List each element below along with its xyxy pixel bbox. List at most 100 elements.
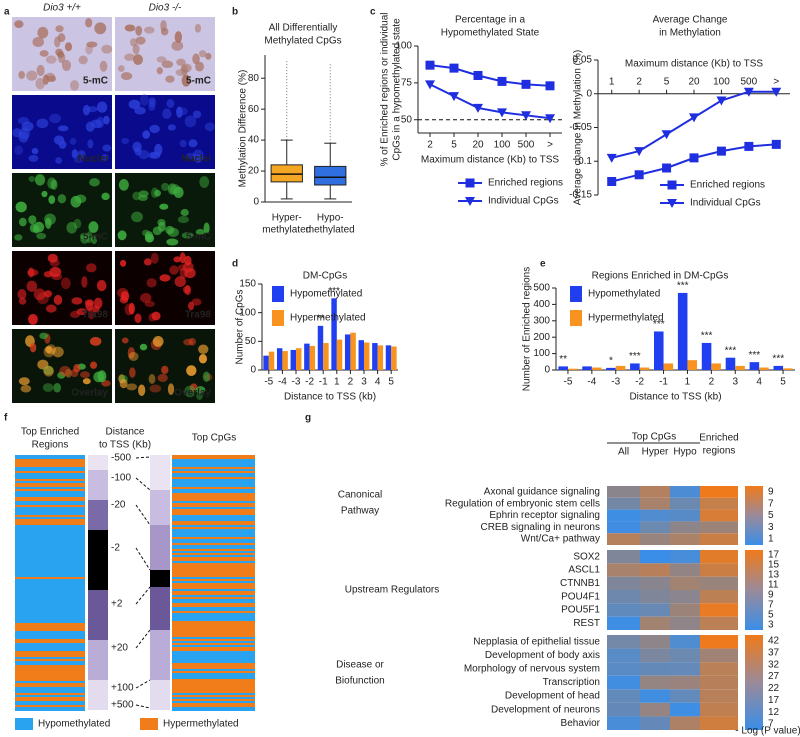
heat-stripe: [15, 497, 85, 499]
heat-stripe: [172, 673, 255, 675]
heat-stripe: [15, 503, 85, 505]
heat-stripe: [172, 553, 255, 555]
image-label: 5-mC: [83, 76, 108, 87]
cell: [135, 25, 143, 36]
marker: [521, 111, 531, 121]
heat-stripe: [172, 709, 255, 711]
cell: [87, 139, 94, 149]
bar: [336, 339, 343, 370]
y-tick-label: 300: [533, 315, 550, 326]
bar: [615, 365, 626, 370]
cell: [186, 365, 197, 376]
scale-tick-label: 27: [768, 671, 780, 682]
cell: [154, 189, 161, 197]
heat-stripe: [172, 575, 255, 577]
x-tick-label: 2: [709, 377, 715, 388]
distance-band: [88, 455, 108, 470]
cell: [28, 215, 37, 225]
heat-stripe: [172, 695, 255, 697]
cell: [101, 153, 109, 162]
cell: [101, 380, 111, 387]
scale-tick-label: 22: [768, 683, 780, 694]
cell: [143, 258, 152, 266]
cell: [126, 383, 138, 391]
cell: [94, 22, 107, 35]
distance-label: +20: [111, 643, 128, 654]
marker: [449, 92, 459, 102]
heat-cell: [607, 675, 640, 690]
cell: [177, 216, 189, 224]
column-header: Regions: [32, 440, 69, 451]
cell: [184, 267, 196, 279]
cell: [85, 263, 97, 273]
chart-title: Hypomethylated State: [441, 28, 540, 39]
heat-stripe: [15, 533, 85, 535]
cell: [43, 290, 53, 298]
heat-stripe: [172, 507, 255, 509]
x-tick-label: 2: [636, 76, 642, 87]
box: [314, 165, 347, 186]
heat-stripe: [15, 557, 85, 559]
cell: [132, 141, 142, 153]
section-label: Disease or: [336, 660, 384, 671]
heat-cell: [700, 509, 738, 522]
heat-stripe: [15, 599, 85, 601]
cell: [14, 234, 23, 241]
cell: [198, 50, 207, 58]
cell: [26, 280, 38, 292]
scale-tick-label: 15: [768, 560, 780, 571]
heat-cell: [607, 533, 640, 545]
x-tick-label: 3: [732, 377, 738, 388]
cell: [58, 52, 66, 64]
row-label: REST: [573, 618, 600, 629]
cell: [169, 184, 181, 195]
heat-stripe: [172, 635, 255, 637]
bar: [735, 365, 745, 370]
cell: [103, 115, 110, 125]
section-label: Upstream Regulators: [345, 585, 439, 596]
cell: [177, 107, 188, 116]
significance: **: [559, 354, 567, 365]
cell: [32, 36, 44, 48]
heat-stripe: [172, 705, 255, 707]
heat-cell: [670, 648, 700, 663]
heat-cell: [700, 675, 738, 690]
heat-stripe: [172, 601, 255, 603]
heat-stripe: [15, 657, 85, 659]
heat-stripe: [15, 623, 85, 625]
legend-swatch: [140, 718, 158, 730]
heat-stripe: [15, 627, 85, 629]
cell: [41, 190, 48, 198]
heat-stripe: [172, 645, 255, 647]
cell: [180, 63, 192, 73]
cell: [89, 336, 102, 346]
heat-stripe: [172, 523, 255, 525]
y-tick-label: -0.1: [575, 156, 593, 167]
heat-stripe: [15, 523, 85, 525]
heat-stripe: [15, 465, 85, 467]
row-label: Morphology of nervous system: [464, 664, 600, 675]
heat-cell: [670, 689, 700, 703]
heat-cell: [700, 550, 738, 564]
bar: [558, 366, 568, 370]
cell: [99, 60, 108, 72]
cell: [121, 137, 130, 145]
y-tick-label: 0.05: [573, 55, 593, 66]
bar: [783, 368, 793, 370]
heat-stripe: [15, 641, 85, 643]
bar: [639, 367, 650, 370]
heat-stripe: [172, 463, 255, 465]
heat-cell: [670, 509, 700, 522]
heat-stripe: [15, 655, 85, 657]
cell: [12, 128, 22, 138]
legend-label: Enriched regions: [488, 178, 563, 189]
cell: [195, 61, 204, 72]
scale-tick-label: 7: [768, 498, 774, 509]
heat-cell: [607, 689, 640, 703]
heat-stripe: [15, 607, 85, 609]
heat-stripe: [172, 577, 255, 579]
cell: [161, 182, 170, 191]
marker: [606, 153, 617, 163]
heat-stripe: [172, 651, 255, 653]
heat-stripe: [172, 483, 255, 485]
